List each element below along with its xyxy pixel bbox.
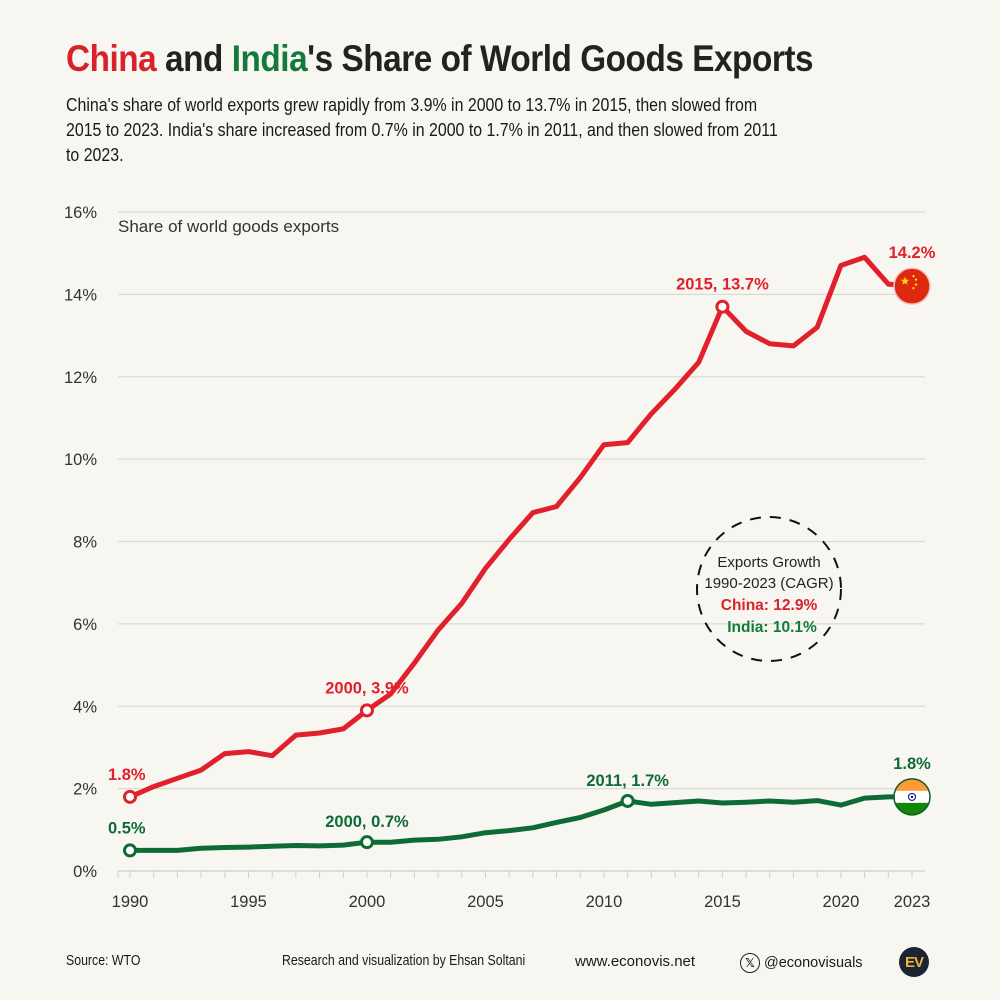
flag-star [914,283,918,286]
website-link[interactable]: www.econovis.net [575,953,696,970]
data-point-marker [620,793,635,808]
x-tick-label: 1990 [112,893,149,911]
data-point-marker [123,843,137,858]
title-rest: 's Share of World Goods Exports [307,38,814,79]
china-flag-icon [893,267,931,305]
x-tick-label: 2005 [467,893,504,911]
x-handle-link[interactable]: 𝕏 @econovisuals [740,953,863,973]
x-tick-label: 2000 [349,893,386,911]
data-label: 14.2% [889,244,936,262]
y-tick-label: 16% [64,204,97,222]
ashoka-chakra-center [910,795,914,799]
data-label: 2000, 0.7% [325,813,409,831]
title-india: India [231,38,308,79]
y-tick-label: 6% [73,616,97,634]
data-point-marker [359,835,374,850]
data-point-marker [123,789,137,804]
chart-title: China and India's Share of World Goods E… [66,38,814,80]
flag-disc [893,267,931,305]
y-axis-label: Share of world goods exports [118,217,339,236]
callout-india: India: 10.1% [727,619,817,636]
chart-subtitle: China's share of world exports grew rapi… [66,94,778,165]
title-and: and [156,38,232,79]
ashoka-chakra-icon [908,792,916,801]
title-china: China [66,38,157,79]
callout-line1: Exports Growth [717,554,820,571]
callout-china: China: 12.9% [721,597,818,614]
data-label: 2000, 3.9% [325,679,409,697]
y-tick-label: 14% [64,286,97,304]
data-point-marker [715,299,730,314]
flag-star [912,274,915,278]
callout-dashed-circle [696,516,842,662]
callout-line2: 1990-2023 (CAGR) [704,575,833,592]
y-tick-label: 4% [73,698,97,716]
flag-star [914,278,918,281]
source-note: Source: WTO [66,953,141,969]
x-tick-label: 2023 [894,893,931,911]
data-label: 0.5% [108,819,146,837]
y-tick-label: 10% [64,451,97,469]
y-tick-label: 0% [73,863,97,881]
india-flag-icon [893,778,931,816]
x-tick-label: 1995 [230,893,267,911]
x-tick-label: 2015 [704,893,741,911]
y-tick-label: 8% [73,534,97,552]
data-label: 1.8% [108,766,146,784]
y-tick-label: 2% [73,781,97,799]
x-tick-label: 2010 [586,893,623,911]
flag-ring [893,778,931,816]
cagr-callout: Exports Growth 1990-2023 (CAGR) China: 1… [696,516,842,662]
data-label: 2011, 1.7% [586,772,669,790]
econovis-logo: EV [899,947,929,977]
series-line-china [127,254,915,800]
x-logo-icon: 𝕏 [740,953,760,973]
x-handle: @econovisuals [764,955,863,971]
flag-star [900,276,910,285]
data-label: 2015, 13.7% [676,276,769,294]
data-point-marker [359,703,374,718]
credit-note: Research and visualization by Ehsan Solt… [282,953,526,969]
series-line-india [127,794,915,853]
flag-star [912,286,915,290]
data-label: 1.8% [893,755,931,773]
x-tick-label: 2020 [823,893,860,911]
y-tick-label: 12% [64,369,97,387]
